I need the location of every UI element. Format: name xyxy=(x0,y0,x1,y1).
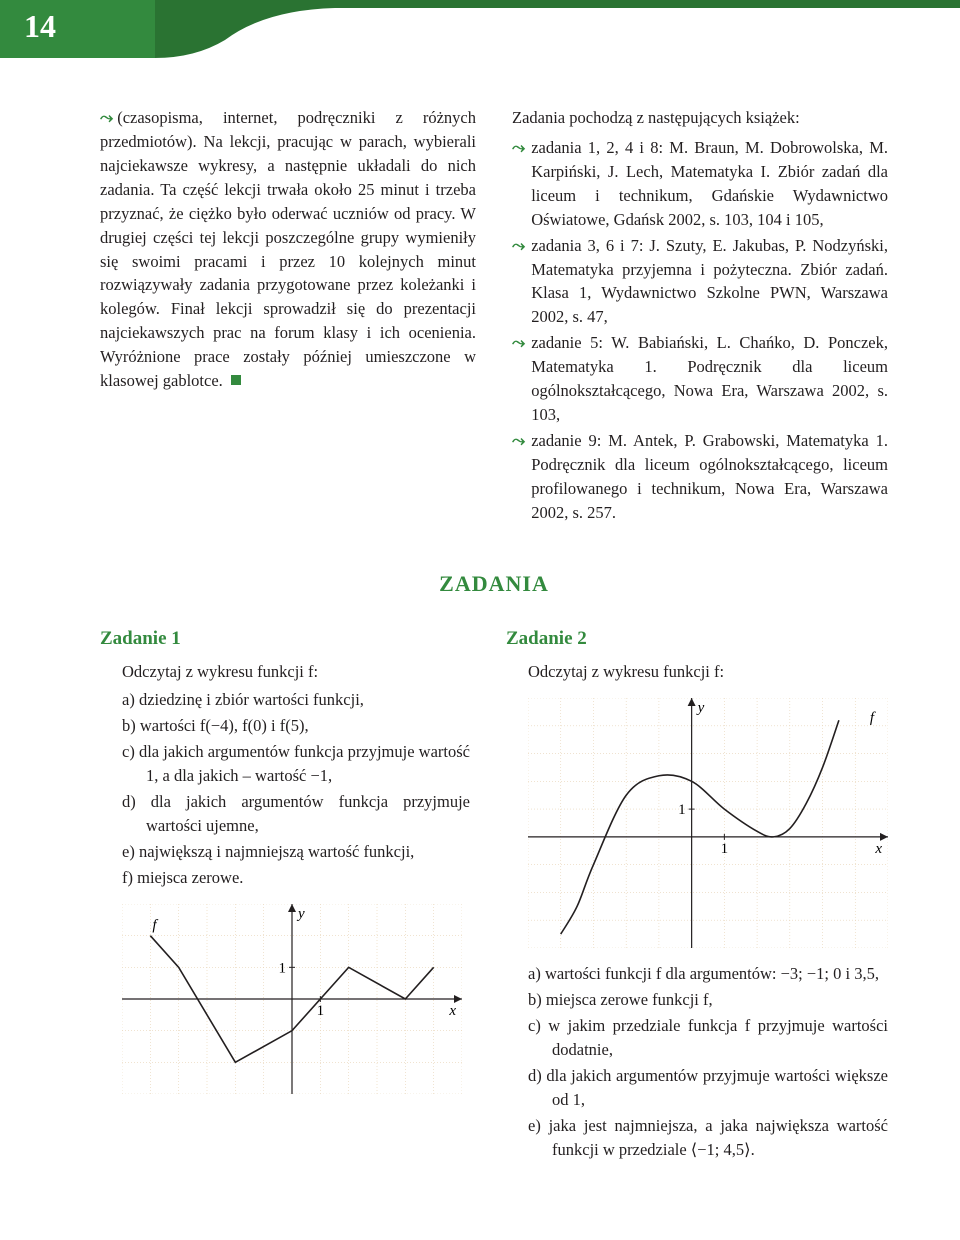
end-marker-icon xyxy=(231,375,241,385)
chart-2-svg: y x 1 1 f xyxy=(528,698,888,948)
list-item: c) dla jakich argumentów funkcja przyjmu… xyxy=(122,740,470,788)
ref-item: ⤳ zadania 1, 2, 4 i 8: M. Braun, M. Dobr… xyxy=(512,136,888,232)
ref-text: zadania 3, 6 i 7: J. Szuty, E. Jakubas, … xyxy=(531,234,888,330)
task-1-list: a) dziedzinę i zbiór wartości funkcji, b… xyxy=(122,688,470,889)
list-item: f) miejsca zerowe. xyxy=(122,866,470,890)
task-2: Zadanie 2 Odczytaj z wykresu funkcji f: … xyxy=(506,625,888,1166)
column-right: Zadania pochodzą z następujących książek… xyxy=(512,106,888,527)
page-content: ⤳(czasopisma, internet, podręczniki z ró… xyxy=(0,58,960,1206)
list-item: b) wartości f(−4), f(0) i f(5), xyxy=(122,714,470,738)
bullet-arrow-icon: ⤳ xyxy=(512,331,525,427)
tasks-columns: Zadanie 1 Odczytaj z wykresu funkcji f: … xyxy=(100,625,888,1166)
page-number: 14 xyxy=(24,8,56,45)
page: 14 TEMAT NUMERU ⤳(czasopisma, internet, … xyxy=(0,0,960,1240)
column-left: ⤳(czasopisma, internet, podręczniki z ró… xyxy=(100,106,476,527)
svg-text:f: f xyxy=(152,917,158,933)
page-header: 14 TEMAT NUMERU xyxy=(0,0,960,58)
ref-text: zadania 1, 2, 4 i 8: M. Braun, M. Dobrow… xyxy=(531,136,888,232)
list-item: c) w jakim przedziale funkcja f przyjmuj… xyxy=(528,1014,888,1062)
list-item: b) miejsca zerowe funkcji f, xyxy=(528,988,888,1012)
ref-item: ⤳ zadanie 9: M. Antek, P. Grabowski, Mat… xyxy=(512,429,888,525)
refs-intro: Zadania pochodzą z następujących książek… xyxy=(512,106,888,130)
svg-text:1: 1 xyxy=(678,802,686,818)
svg-text:x: x xyxy=(874,841,882,857)
header-title: TEMAT NUMERU xyxy=(320,14,509,40)
task-2-intro: Odczytaj z wykresu funkcji f: xyxy=(528,660,888,684)
svg-text:1: 1 xyxy=(279,960,287,976)
ref-item: ⤳ zadania 3, 6 i 7: J. Szuty, E. Jakubas… xyxy=(512,234,888,330)
bullet-arrow-icon: ⤳ xyxy=(512,234,525,330)
task-2-list: a) wartości funkcji f dla argumentów: −3… xyxy=(528,962,888,1161)
task-1-chart: y x 1 1 f xyxy=(122,904,470,1094)
task-1: Zadanie 1 Odczytaj z wykresu funkcji f: … xyxy=(100,625,470,1166)
section-heading-zadania: ZADANIA xyxy=(100,571,888,597)
svg-text:x: x xyxy=(448,1003,456,1019)
ref-text: zadanie 9: M. Antek, P. Grabowski, Matem… xyxy=(531,429,888,525)
bullet-arrow-icon: ⤳ xyxy=(512,136,525,232)
header-swoosh xyxy=(155,0,960,58)
task-2-body: Odczytaj z wykresu funkcji f: y x 1 1 f a) w… xyxy=(506,660,888,1161)
task-2-title: Zadanie 2 xyxy=(506,625,888,653)
list-item: e) jaka jest najmniejsza, a jaka najwięk… xyxy=(528,1114,888,1162)
svg-text:f: f xyxy=(870,710,876,726)
intro-columns: ⤳(czasopisma, internet, podręczniki z ró… xyxy=(100,106,888,527)
continuation-arrow-icon: ⤳ xyxy=(100,108,113,127)
task-1-body: Odczytaj z wykresu funkcji f: a) dziedzi… xyxy=(100,660,470,1093)
list-item: e) największą i najmniejszą wartość funk… xyxy=(122,840,470,864)
task-1-intro: Odczytaj z wykresu funkcji f: xyxy=(122,660,470,684)
bullet-arrow-icon: ⤳ xyxy=(512,429,525,525)
task-2-chart: y x 1 1 f xyxy=(528,698,888,948)
ref-text: zadanie 5: W. Babiański, L. Chańko, D. P… xyxy=(531,331,888,427)
column-left-text: (czasopisma, internet, podręczniki z róż… xyxy=(100,108,476,390)
svg-text:1: 1 xyxy=(721,841,729,857)
list-item: d) dla jakich argumentów funkcja przyjmu… xyxy=(122,790,470,838)
svg-text:1: 1 xyxy=(317,1003,325,1019)
svg-text:y: y xyxy=(696,700,705,716)
list-item: a) wartości funkcji f dla argumentów: −3… xyxy=(528,962,888,986)
svg-text:y: y xyxy=(296,906,305,922)
list-item: d) dla jakich argumentów przyjmuje warto… xyxy=(528,1064,888,1112)
chart-1-svg: y x 1 1 f xyxy=(122,904,462,1094)
ref-item: ⤳ zadanie 5: W. Babiański, L. Chańko, D.… xyxy=(512,331,888,427)
task-1-title: Zadanie 1 xyxy=(100,625,470,653)
list-item: a) dziedzinę i zbiór wartości funkcji, xyxy=(122,688,470,712)
